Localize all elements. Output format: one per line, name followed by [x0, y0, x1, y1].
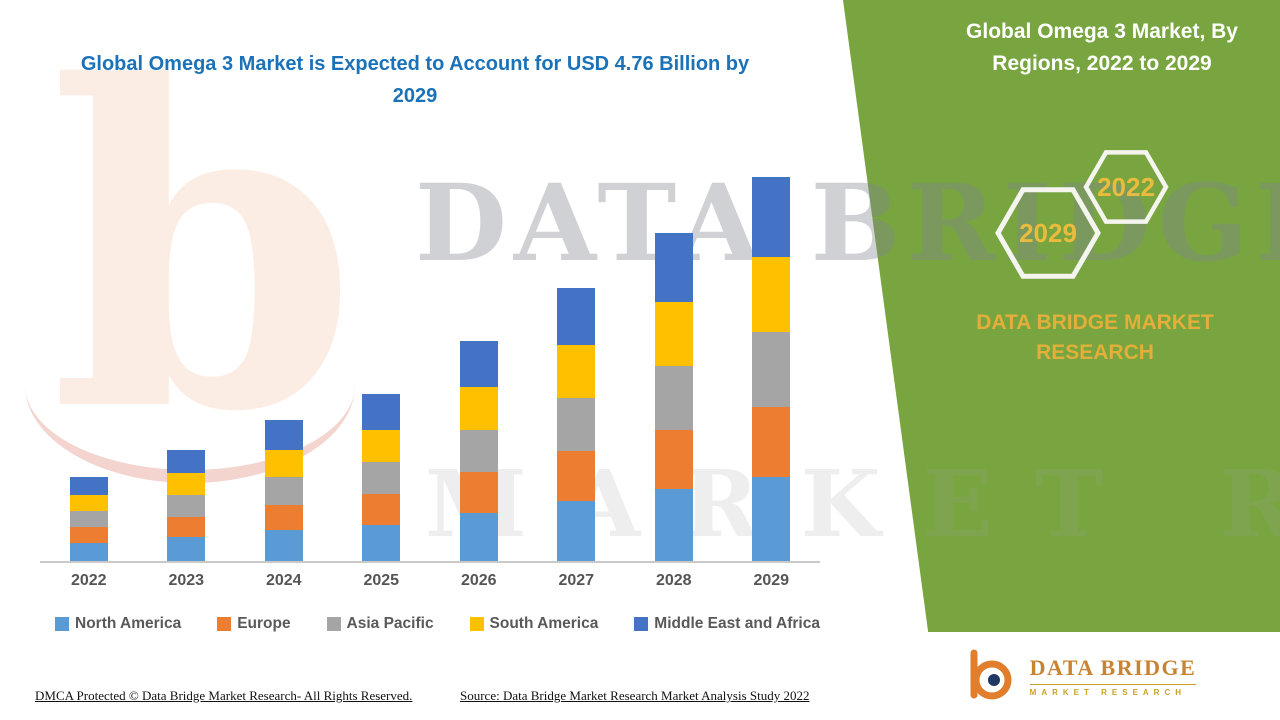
hexagon-2029-shape — [995, 187, 1101, 279]
hexagon-2022-label: 2022 — [1097, 172, 1155, 202]
bar-segment[interactable] — [362, 429, 401, 462]
chart-title: Global Omega 3 Market is Expected to Acc… — [80, 53, 750, 107]
x-axis-label: 2025 — [363, 572, 400, 589]
sidebar-title: Global Omega 3 Market, By Regions, 2022 … — [966, 20, 1238, 75]
x-axis-label: 2027 — [558, 572, 595, 589]
stacked-bar-2022[interactable] — [69, 477, 108, 561]
bar-segment[interactable] — [167, 494, 206, 517]
bar-segment[interactable] — [752, 257, 791, 333]
legend-item: North America — [55, 615, 181, 633]
data-bridge-logo-icon — [970, 649, 1012, 700]
legend-item: Europe — [217, 615, 291, 633]
bar-segment[interactable] — [654, 429, 693, 490]
x-axis-labels: 2022 2023 2024 2025 2026 2027 2028 2029 — [40, 572, 820, 590]
bar-segment[interactable] — [167, 449, 206, 474]
bar-segment[interactable] — [69, 495, 108, 512]
legend-item: South America — [469, 615, 599, 633]
bar-segment[interactable] — [264, 477, 303, 505]
chart-legend: North America Europe Asia Pacific South Ame… — [55, 615, 820, 633]
legend-swatch — [55, 617, 69, 631]
bar-segment[interactable] — [264, 504, 303, 531]
bar-segment[interactable] — [459, 386, 498, 430]
bar-group-2023 — [138, 449, 236, 561]
stacked-bar-2023[interactable] — [167, 449, 206, 561]
x-axis-label: 2028 — [655, 572, 692, 589]
bar-chart-plot — [40, 158, 820, 563]
x-axis-label: 2022 — [70, 572, 107, 589]
bar-segment[interactable] — [654, 366, 693, 430]
legend-label: Middle East and Africa — [654, 615, 820, 632]
stacked-bar-chart: 2022 2023 2024 2025 2026 2027 2028 2029 — [40, 158, 820, 590]
stacked-bar-2027[interactable] — [557, 287, 596, 561]
bar-segment[interactable] — [459, 341, 498, 387]
bar-segment[interactable] — [752, 177, 791, 258]
logo-name: DATA BRIDGE — [1029, 655, 1197, 685]
logo-texts: DATA BRIDGE MARKET RESEARCH — [1029, 655, 1197, 697]
x-axis-label: 2029 — [753, 572, 790, 589]
bar-segment[interactable] — [69, 477, 108, 496]
bar-segment[interactable] — [167, 536, 206, 561]
hexagon-2022-shape — [1083, 150, 1169, 224]
legend-swatch — [326, 617, 341, 631]
bar-segment[interactable] — [752, 407, 791, 478]
bar-segment[interactable] — [654, 302, 693, 367]
logo-box: DATA BRIDGE MARKET RESEARCH — [880, 632, 1280, 720]
bar-group-2026 — [430, 341, 528, 561]
bar-segment[interactable] — [167, 473, 206, 495]
bar-segment[interactable] — [362, 461, 401, 495]
x-axis-label: 2026 — [460, 572, 497, 589]
legend-label: North America — [75, 615, 182, 632]
bar-segment[interactable] — [362, 494, 401, 525]
bar-segment[interactable] — [69, 527, 108, 543]
bar-segment[interactable] — [264, 530, 303, 561]
legend-swatch — [469, 617, 484, 631]
stacked-bar-2024[interactable] — [264, 420, 303, 561]
legend-label: Asia Pacific — [346, 615, 434, 632]
bar-group-2028 — [625, 233, 723, 561]
legend-swatch — [217, 617, 232, 631]
bar-segment[interactable] — [459, 472, 498, 513]
stacked-bar-2026[interactable] — [459, 341, 498, 561]
bar-segment[interactable] — [654, 233, 693, 303]
dmca-footer-text: DMCA Protected © Data Bridge Market Rese… — [35, 688, 413, 703]
bar-segment[interactable] — [752, 477, 791, 561]
bar-segment[interactable] — [557, 398, 596, 452]
bar-segment[interactable] — [69, 542, 108, 561]
bar-group-2025 — [333, 394, 431, 561]
bar-segment[interactable] — [557, 501, 596, 561]
legend-item: Middle East and Africa — [634, 615, 820, 633]
bar-segment[interactable] — [654, 489, 693, 561]
bar-segment[interactable] — [362, 394, 401, 430]
hexagon-2029-label: 2029 — [1019, 218, 1077, 248]
legend-label: Europe — [237, 615, 291, 632]
x-axis-label: 2024 — [265, 572, 302, 589]
stacked-bar-2028[interactable] — [654, 233, 693, 561]
bar-segment[interactable] — [362, 524, 401, 561]
bar-segment[interactable] — [459, 512, 498, 561]
bar-segment[interactable] — [752, 332, 791, 408]
bar-group-2029 — [723, 177, 821, 561]
bar-segment[interactable] — [557, 287, 596, 346]
bar-segment[interactable] — [557, 345, 596, 399]
bar-group-2024 — [235, 420, 333, 561]
bar-segment[interactable] — [69, 511, 108, 528]
legend-item: Asia Pacific — [326, 615, 434, 633]
bar-group-2022 — [40, 477, 138, 561]
source-footer-text: Source: Data Bridge Market Research Mark… — [460, 688, 810, 703]
x-axis-label: 2023 — [168, 572, 205, 589]
bar-segment[interactable] — [264, 420, 303, 450]
legend-swatch — [634, 617, 649, 631]
bar-segment[interactable] — [557, 451, 596, 502]
stacked-bar-2025[interactable] — [362, 394, 401, 561]
bar-segment[interactable] — [459, 429, 498, 473]
stacked-bar-2029[interactable] — [752, 177, 791, 561]
bar-group-2027 — [528, 287, 626, 561]
brand-text: DATA BRIDGE MARKET RESEARCH — [976, 311, 1214, 365]
logo-tagline: MARKET RESEARCH — [1029, 688, 1187, 697]
year-hexagons: 2029 2022 — [995, 150, 1169, 279]
legend-label: South America — [489, 615, 599, 632]
bar-segment[interactable] — [167, 516, 206, 537]
bar-segment[interactable] — [264, 449, 303, 478]
